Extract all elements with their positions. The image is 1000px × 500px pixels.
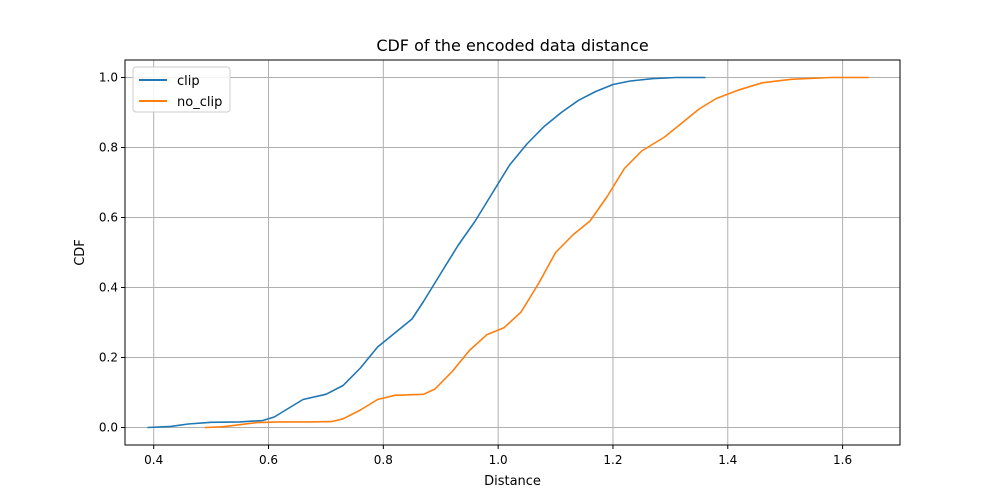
x-axis-label: Distance xyxy=(484,474,541,489)
y-tick-label: 1.0 xyxy=(99,71,118,85)
y-tick-label: 0.4 xyxy=(99,281,118,295)
y-tick-label: 0.0 xyxy=(99,421,118,435)
legend-label-clip: clip xyxy=(177,74,200,89)
grid-layer xyxy=(125,60,900,445)
x-tick-label: 1.2 xyxy=(603,453,622,467)
y-tick-label: 0.6 xyxy=(99,211,118,225)
chart-title: CDF of the encoded data distance xyxy=(376,36,648,55)
x-tick-label: 1.4 xyxy=(718,453,737,467)
series-line-no-clip xyxy=(204,76,870,429)
y-axis-label: CDF xyxy=(73,239,88,266)
y-tick-label: 0.2 xyxy=(99,351,118,365)
legend-label-no-clip: no_clip xyxy=(177,95,222,110)
x-tick-label: 1.6 xyxy=(833,453,852,467)
series-line-clip xyxy=(147,76,706,429)
x-tick-label: 0.4 xyxy=(144,453,163,467)
y-tick-label: 0.8 xyxy=(99,141,118,155)
legend: clip no_clip xyxy=(132,66,231,113)
x-tick-label: 1.0 xyxy=(489,453,508,467)
series-layer xyxy=(147,76,870,429)
axes-frame xyxy=(124,59,901,446)
x-tick-label: 0.6 xyxy=(259,453,278,467)
ticks-layer: 0.4 0.6 0.8 1.0 1.2 1.4 1.6 0.0 0.2 0.4 0.6 0.8 1.0 xyxy=(99,71,852,468)
x-tick-label: 0.8 xyxy=(374,453,393,467)
